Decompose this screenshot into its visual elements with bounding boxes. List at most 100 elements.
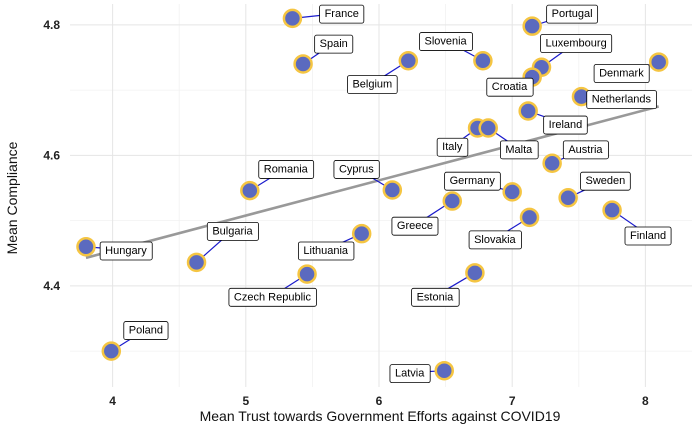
point-label: Spain	[314, 34, 354, 54]
label-text: Netherlands	[592, 94, 652, 106]
label-text: Greece	[397, 220, 433, 232]
data-point	[522, 16, 542, 36]
label-text: Slovakia	[474, 234, 516, 246]
point-label: Cyprus	[333, 160, 380, 179]
data-point	[518, 101, 538, 121]
label-box	[319, 4, 365, 24]
label-box	[540, 34, 613, 53]
point-label: Denmark	[593, 64, 650, 83]
label-box	[543, 115, 588, 135]
point-label: Portugal	[546, 4, 599, 24]
point-label: Slovakia	[468, 230, 522, 250]
label-text: Italy	[442, 141, 463, 153]
point-label: Romania	[258, 160, 315, 179]
label-box	[99, 241, 153, 261]
point-label: Germany	[444, 171, 501, 191]
label-box	[419, 32, 473, 51]
label-box	[624, 226, 672, 246]
data-point	[602, 200, 622, 220]
label-text: Luxembourg	[546, 37, 607, 49]
label-box	[228, 287, 317, 307]
label-box	[593, 64, 650, 83]
tick-labels: 4 5 6 7 8 4.4 4.6 4.8	[43, 18, 649, 408]
label-box	[297, 241, 355, 261]
label-text: Bulgaria	[212, 225, 253, 237]
label-box	[347, 75, 398, 95]
x-tick-label: 5	[242, 394, 249, 408]
point-label: Greece	[391, 216, 439, 236]
label-box	[444, 171, 501, 191]
data-point	[519, 207, 540, 228]
data-point	[101, 341, 122, 361]
x-tick-label: 8	[642, 394, 649, 408]
label-text: Slovenia	[424, 36, 467, 48]
point-label: Croatia	[486, 77, 534, 97]
y-tick-label: 4.8	[43, 18, 60, 32]
data-point	[351, 223, 372, 244]
data-point	[542, 153, 562, 173]
y-tick-label: 4.6	[43, 148, 60, 162]
data-point	[240, 180, 260, 201]
data-point	[648, 52, 669, 72]
point-label: Ireland	[543, 115, 588, 135]
data-point	[478, 118, 498, 138]
label-box	[123, 321, 169, 340]
point-labels: France Spain Slovenia Belgium Portugal Luxemb…	[99, 4, 672, 384]
label-text: Portugal	[552, 8, 593, 20]
point-label: Belgium	[347, 75, 398, 95]
label-box	[586, 90, 657, 110]
data-point	[442, 191, 463, 211]
label-text: Estonia	[417, 291, 455, 303]
label-text: Ireland	[549, 119, 583, 131]
label-box	[546, 4, 599, 24]
label-text: Poland	[129, 325, 163, 337]
label-box	[333, 160, 380, 179]
data-point	[502, 182, 522, 202]
y-axis-title: Mean Compliance	[4, 141, 20, 254]
label-text: Germany	[450, 175, 496, 187]
label-text: Belgium	[352, 79, 392, 91]
point-label: Finland	[624, 226, 672, 246]
point-label: Hungary	[99, 241, 153, 261]
label-text: Czech Republic	[234, 291, 312, 303]
label-text: Malta	[505, 144, 533, 156]
point-label: Austria	[562, 140, 609, 160]
label-text: Cyprus	[339, 163, 374, 175]
point-label: Malta	[499, 140, 539, 160]
label-box	[206, 222, 259, 241]
points	[76, 8, 669, 381]
point-label: Slovenia	[419, 32, 473, 51]
label-box	[314, 34, 354, 54]
point-label: Czech Republic	[228, 287, 317, 307]
data-point	[297, 264, 317, 284]
label-box	[436, 137, 469, 157]
label-text: Finland	[630, 230, 666, 242]
y-tick-label: 4.4	[43, 279, 60, 293]
data-point	[293, 54, 313, 74]
point-label: Sweden	[580, 171, 631, 191]
point-label: Estonia	[411, 287, 460, 307]
point-label: Italy	[436, 137, 469, 157]
point-label: Poland	[123, 321, 169, 340]
label-text: Hungary	[105, 245, 147, 257]
label-text: Romania	[264, 163, 309, 175]
label-box	[580, 171, 631, 191]
label-box	[468, 230, 522, 250]
point-label: Bulgaria	[206, 222, 259, 241]
label-box	[258, 160, 315, 179]
label-text: Austria	[568, 144, 603, 156]
data-point	[558, 188, 578, 208]
data-point	[382, 180, 403, 200]
data-point	[76, 236, 96, 257]
label-text: Croatia	[492, 81, 528, 93]
x-tick-label: 7	[509, 394, 516, 408]
label-text: Denmark	[599, 68, 644, 80]
point-label: France	[319, 4, 365, 24]
data-point	[282, 8, 303, 29]
point-label: Latvia	[389, 364, 431, 384]
x-axis-title: Mean Trust towards Government Efforts ag…	[200, 408, 561, 424]
label-box	[391, 216, 439, 236]
label-text: France	[325, 8, 359, 20]
